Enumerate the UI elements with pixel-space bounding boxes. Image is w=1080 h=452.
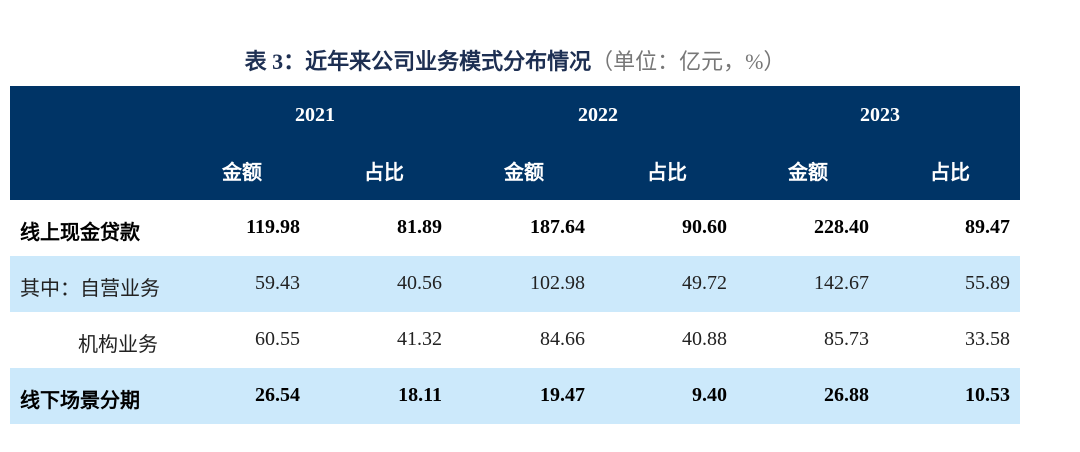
column-header: 金额: [788, 162, 828, 184]
table-cell: 142.67: [814, 272, 869, 294]
row-label: 线下场景分期: [20, 390, 140, 412]
table-cell: 40.56: [397, 272, 442, 294]
table-cell: 10.53: [965, 384, 1010, 406]
table-title: 表 3：近年来公司业务模式分布情况（单位：亿元，%）: [244, 49, 786, 74]
column-header: 金额: [504, 162, 544, 184]
table-row: 其中：自营业务 59.43 40.56 102.98 49.72 142.67 55.89: [10, 256, 1020, 312]
table-cell: 90.60: [682, 216, 727, 238]
table-cell: 18.11: [398, 384, 442, 406]
table-row: 线下场景分期 26.54 18.11 19.47 9.40 26.88 10.53: [10, 368, 1020, 424]
table-cell: 49.72: [682, 272, 727, 294]
year-header: 2021: [295, 104, 335, 126]
table-cell: 9.40: [692, 384, 727, 406]
table-cell: 228.40: [814, 216, 869, 238]
table-cell: 40.88: [682, 328, 727, 350]
unit-note: （单位：亿元，%）: [591, 49, 786, 74]
row-label: 其中：自营业务: [20, 278, 160, 300]
column-header: 占比: [647, 162, 687, 184]
column-header: 占比: [930, 162, 970, 184]
table-cell: 41.32: [397, 328, 442, 350]
table-cell: 19.47: [540, 384, 585, 406]
table-cell: 187.64: [530, 216, 585, 238]
table-cell: 60.55: [255, 328, 300, 350]
table-cell: 26.88: [824, 384, 869, 406]
table-row: 机构业务 60.55 41.32 84.66 40.88 85.73 33.58: [10, 312, 1020, 368]
table-cell: 59.43: [255, 272, 300, 294]
table-cell: 102.98: [530, 272, 585, 294]
year-header: 2022: [578, 104, 618, 126]
table-cell: 84.66: [540, 328, 585, 350]
table-cell: 33.58: [965, 328, 1010, 350]
table-cell: 119.98: [246, 216, 300, 238]
column-header: 金额: [222, 162, 262, 184]
row-label: 机构业务: [78, 334, 158, 356]
column-header: 占比: [364, 162, 404, 184]
table-header: 2021 2022 2023 金额 占比 金额 占比 金额 占比: [10, 86, 1020, 200]
table-row: 线上现金贷款 119.98 81.89 187.64 90.60 228.40 89.47: [10, 200, 1020, 256]
year-header: 2023: [860, 104, 900, 126]
row-label: 线上现金贷款: [20, 222, 140, 244]
table-cell: 81.89: [397, 216, 442, 238]
table-cell: 89.47: [965, 216, 1010, 238]
table-cell: 26.54: [255, 384, 300, 406]
table-cell: 85.73: [824, 328, 869, 350]
table-cell: 55.89: [965, 272, 1010, 294]
